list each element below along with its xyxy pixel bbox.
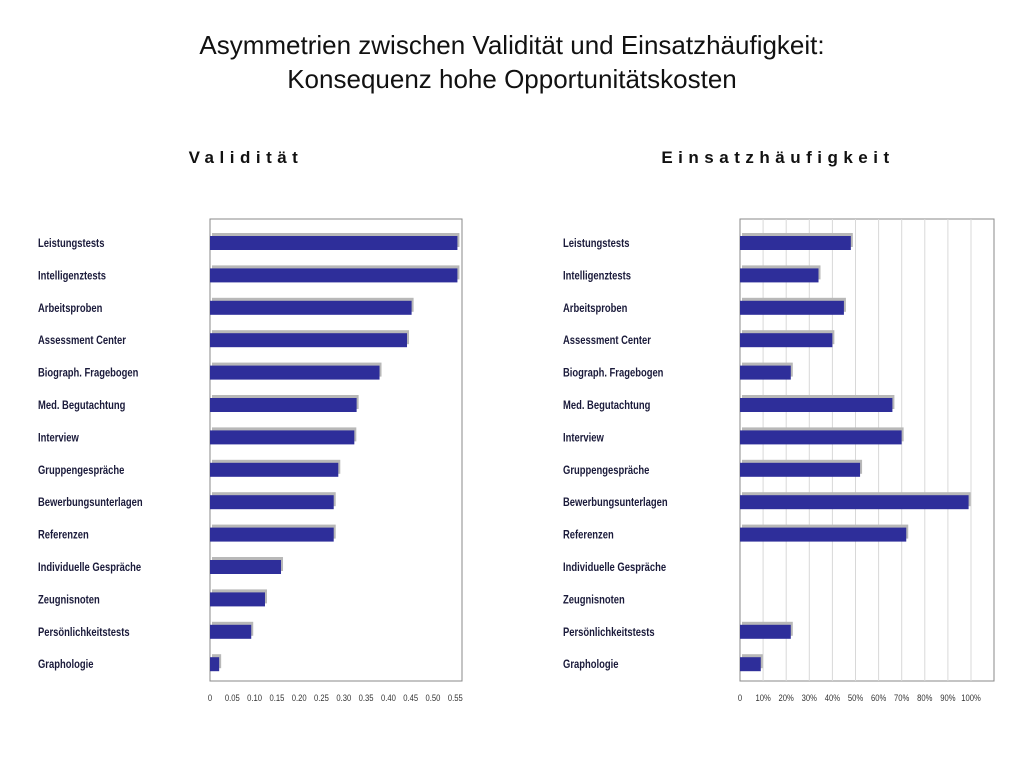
validity-category-label: Persönlichkeitstests: [38, 626, 130, 639]
validity-tick-label: 0.35: [359, 692, 374, 703]
validity-bar: [210, 236, 458, 250]
frequency-tick-label: 10%: [755, 692, 771, 703]
validity-category-label: Intelligenztests: [38, 270, 106, 283]
frequency-bar: [740, 300, 844, 315]
frequency-bar: [740, 333, 833, 348]
validity-tick-label: 0: [208, 692, 213, 703]
validity-tick-label: 0.45: [403, 692, 418, 703]
validity-category-label: Zeugnisnoten: [38, 594, 100, 607]
validity-bar: [210, 657, 220, 672]
validity-tick-label: 0.50: [426, 692, 441, 703]
validity-tick-label: 0.15: [269, 692, 284, 703]
frequency-plot-frame: [739, 218, 995, 682]
frequency-category-label: Biograph. Fragebogen: [563, 367, 663, 380]
validity-category-label: Referenzen: [38, 529, 89, 542]
frequency-bar: [740, 365, 791, 380]
frequency-category-label: Med. Begutachtung: [563, 399, 650, 412]
frequency-tick-label: 30%: [802, 692, 818, 703]
validity-bar: [210, 430, 355, 445]
frequency-bar: [740, 236, 851, 250]
frequency-tick-label: 60%: [871, 692, 887, 703]
validity-tick-label: 0.40: [381, 692, 396, 703]
frequency-bar: [740, 462, 861, 477]
validity-bar: [210, 592, 265, 607]
frequency-bar: [740, 398, 893, 412]
validity-category-label: Arbeitsproben: [38, 302, 102, 315]
frequency-category-label: Assessment Center: [563, 334, 651, 347]
validity-category-label: Bewerbungsunterlagen: [38, 496, 143, 509]
validity-bar: [210, 624, 252, 639]
frequency-bar: [740, 527, 907, 542]
validity-bar: [210, 527, 334, 542]
validity-tick-label: 0.10: [247, 692, 262, 703]
frequency-category-label: Leistungstests: [563, 237, 630, 250]
validity-tick-label: 0.55: [448, 692, 463, 703]
validity-bar: [210, 333, 408, 348]
frequency-category-label: Arbeitsproben: [563, 302, 627, 315]
validity-plot-frame: [209, 218, 463, 682]
validity-bar: [210, 398, 357, 412]
validity-bar: [210, 268, 458, 283]
frequency-bar: [740, 430, 902, 445]
validity-category-label: Med. Begutachtung: [38, 399, 125, 412]
frequency-category-label: Interview: [563, 432, 605, 445]
validity-chart-title: Validität: [189, 148, 304, 167]
validity-category-label: Assessment Center: [38, 334, 126, 347]
validity-bar: [210, 560, 282, 574]
frequency-tick-label: 40%: [825, 692, 841, 703]
validity-bar: [210, 462, 339, 477]
validity-bar: [210, 300, 412, 315]
validity-bar: [210, 365, 380, 380]
page-title-line-2: Konsequenz hohe Opportunitätskosten: [287, 64, 737, 94]
page-title-line-1: Asymmetrien zwischen Validität und Einsa…: [199, 30, 825, 60]
frequency-category-label: Referenzen: [563, 529, 614, 542]
validity-category-label: Leistungstests: [38, 237, 105, 250]
validity-tick-label: 0.25: [314, 692, 329, 703]
validity-tick-label: 0.05: [225, 692, 240, 703]
validity-bar: [210, 495, 334, 510]
validity-category-label: Gruppengespräche: [38, 464, 124, 477]
frequency-tick-label: 80%: [917, 692, 933, 703]
frequency-category-label: Gruppengespräche: [563, 464, 649, 477]
frequency-category-label: Intelligenztests: [563, 270, 631, 283]
frequency-bar: [740, 657, 761, 672]
frequency-tick-label: 0: [738, 692, 743, 703]
frequency-category-label: Zeugnisnoten: [563, 594, 625, 607]
validity-tick-label: 0.30: [336, 692, 351, 703]
frequency-tick-label: 20%: [779, 692, 795, 703]
frequency-bar: [740, 268, 819, 283]
validity-category-label: Interview: [38, 432, 80, 445]
frequency-category-label: Bewerbungsunterlagen: [563, 496, 668, 509]
validity-category-label: Individuelle Gespräche: [38, 561, 141, 574]
frequency-category-label: Persönlichkeitstests: [563, 626, 655, 639]
frequency-tick-label: 100%: [961, 692, 981, 703]
frequency-tick-label: 50%: [848, 692, 864, 703]
validity-tick-label: 0.20: [292, 692, 307, 703]
frequency-tick-label: 70%: [894, 692, 910, 703]
page-title: Asymmetrien zwischen Validität und Einsa…: [0, 28, 1024, 96]
validity-category-label: Graphologie: [38, 658, 94, 671]
frequency-bar: [740, 495, 969, 510]
frequency-chart-title: Einsatzhäufigkeit: [661, 148, 894, 167]
frequency-category-label: Graphologie: [563, 658, 619, 671]
frequency-tick-label: 90%: [940, 692, 956, 703]
frequency-category-label: Individuelle Gespräche: [563, 561, 666, 574]
validity-category-label: Biograph. Fragebogen: [38, 367, 138, 380]
frequency-bar: [740, 624, 791, 639]
